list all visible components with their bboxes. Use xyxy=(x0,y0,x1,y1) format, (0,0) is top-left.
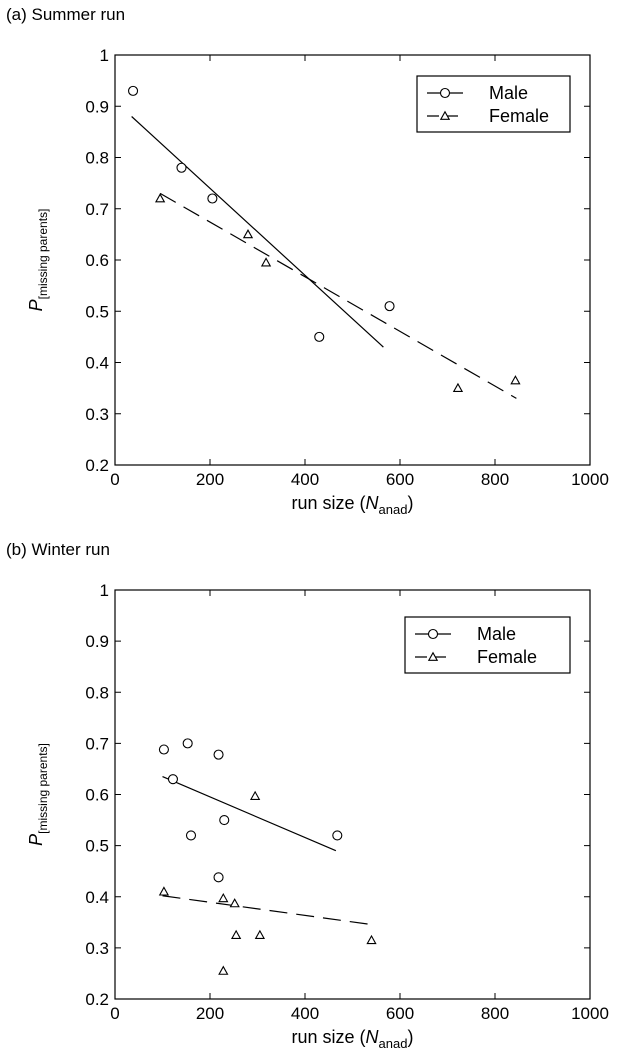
data-point-male xyxy=(185,830,197,841)
fit-line-male xyxy=(162,776,337,852)
data-point-female xyxy=(452,382,464,393)
data-point-female xyxy=(254,929,266,940)
data-point-male xyxy=(176,162,187,173)
y-tick-label: 0.3 xyxy=(85,405,109,424)
y-tick-label: 0.6 xyxy=(85,786,109,805)
x-axis-title: run size (Nanad) xyxy=(292,1027,414,1051)
data-point-female xyxy=(366,934,377,945)
data-point-female xyxy=(154,193,166,203)
data-point-female xyxy=(229,898,240,908)
data-point-male xyxy=(128,85,139,96)
y-tick-label: 0.9 xyxy=(85,632,109,651)
y-tick-label: 0.2 xyxy=(85,990,109,1009)
data-point-female xyxy=(249,790,261,800)
legend-marker-male xyxy=(427,628,439,640)
legend-box xyxy=(416,75,571,133)
y-axis-title: P[missing parents] xyxy=(26,209,50,312)
x-tick-label: 600 xyxy=(386,1004,414,1023)
y-tick-label: 0.8 xyxy=(85,683,109,702)
data-point-male xyxy=(158,744,169,755)
x-tick-label: 600 xyxy=(386,470,414,489)
data-point-female xyxy=(158,886,170,896)
y-tick-label: 0.4 xyxy=(85,354,109,373)
x-tick-label: 400 xyxy=(291,470,319,489)
x-axis-title: run size (Nanad) xyxy=(292,493,414,517)
y-tick-label: 1 xyxy=(100,581,109,600)
y-tick-label: 0.4 xyxy=(85,888,109,907)
x-tick-label: 0 xyxy=(110,1004,119,1023)
chart-panel-1: (b) Winter run 0 200 400 600 800 1000 0.2 0.3 0.4… xyxy=(6,540,609,1051)
data-point-male xyxy=(219,815,230,826)
data-point-female xyxy=(218,892,229,903)
x-tick-label: 1000 xyxy=(571,1004,609,1023)
y-tick-label: 0.6 xyxy=(85,251,109,270)
y-tick-label: 0.9 xyxy=(85,97,109,116)
legend-label-female: Female xyxy=(477,647,537,667)
legend-label-male: Male xyxy=(477,624,516,644)
x-tick-label: 1000 xyxy=(571,470,609,489)
data-point-male xyxy=(182,738,193,749)
x-tick-label: 800 xyxy=(481,470,509,489)
y-tick-label: 1 xyxy=(100,46,109,65)
y-axis-title: P[missing parents] xyxy=(26,743,50,846)
panel-label: (a) Summer run xyxy=(6,5,125,24)
data-point-female xyxy=(260,257,272,267)
data-point-male xyxy=(314,331,325,342)
fit-line-female xyxy=(162,895,374,926)
panel-label: (b) Winter run xyxy=(6,540,110,559)
y-tick-label: 0.5 xyxy=(85,302,109,321)
data-point-female xyxy=(242,229,254,239)
y-tick-label: 0.3 xyxy=(85,939,109,958)
data-point-male xyxy=(167,774,178,785)
chart-panel-0: (a) Summer run 0 200 400 600 800 1000 0.2 0.3 0.4… xyxy=(6,5,609,517)
data-point-male xyxy=(213,749,224,760)
data-point-female xyxy=(218,965,229,975)
x-tick-label: 200 xyxy=(196,470,224,489)
legend-box xyxy=(404,616,571,674)
legend-marker-male xyxy=(439,87,451,99)
data-point-male xyxy=(384,301,395,312)
x-tick-label: 400 xyxy=(291,1004,319,1023)
y-tick-label: 0.8 xyxy=(85,149,109,168)
x-tick-label: 200 xyxy=(196,1004,224,1023)
legend-marker-female xyxy=(439,110,451,120)
y-tick-label: 0.7 xyxy=(85,734,109,753)
data-point-female xyxy=(230,929,242,940)
fit-line-female xyxy=(159,192,517,399)
x-tick-label: 800 xyxy=(481,1004,509,1023)
data-point-female xyxy=(510,375,521,385)
y-tick-label: 0.2 xyxy=(85,456,109,475)
x-tick-label: 0 xyxy=(110,470,119,489)
data-point-male xyxy=(213,872,224,883)
legend-label-male: Male xyxy=(489,83,528,103)
data-point-male xyxy=(332,830,343,841)
data-point-male xyxy=(207,193,218,204)
fit-line-male xyxy=(131,116,384,348)
legend-label-female: Female xyxy=(489,106,549,126)
legend-marker-female xyxy=(427,651,439,661)
y-tick-label: 0.5 xyxy=(85,837,109,856)
y-tick-label: 0.7 xyxy=(85,200,109,219)
